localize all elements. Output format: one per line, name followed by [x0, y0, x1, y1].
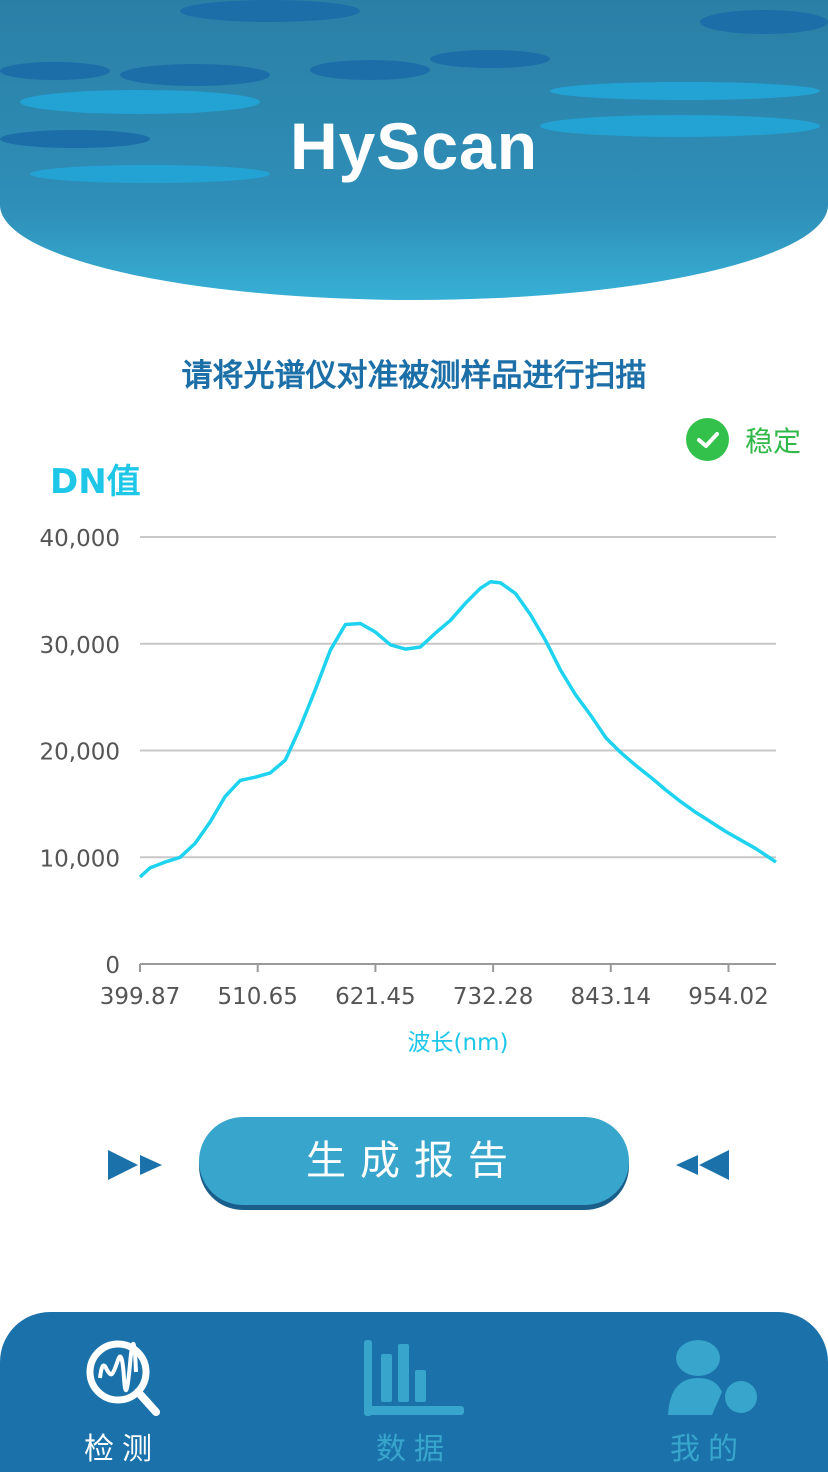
- spectrum-line: [138, 580, 777, 879]
- x-tick-label: 510.65: [217, 984, 297, 1010]
- stability-status: 稳定: [686, 418, 801, 461]
- y-tick-label: 10,000: [40, 846, 120, 872]
- x-axis-label: 波长(nm): [408, 1030, 509, 1056]
- user-icon: [668, 1340, 757, 1415]
- nav-label: 检测: [84, 1432, 160, 1467]
- x-tick-label: 399.87: [100, 984, 180, 1010]
- x-tick-label: 843.14: [571, 984, 651, 1010]
- check-circle-icon: [686, 418, 729, 461]
- spectrum-search-icon: [86, 1340, 160, 1416]
- y-tick-label: 0: [105, 953, 120, 979]
- nav-label: 数据: [376, 1432, 452, 1467]
- nav-item-data[interactable]: 数据: [314, 1312, 514, 1472]
- y-tick-label: 30,000: [40, 633, 120, 659]
- bar-chart-icon: [364, 1340, 464, 1416]
- generate-report-button[interactable]: 生成报告: [199, 1117, 629, 1205]
- nav-item-profile[interactable]: 我的: [608, 1312, 808, 1472]
- x-tick-label: 732.28: [453, 984, 533, 1010]
- y-tick-label: 20,000: [40, 740, 120, 766]
- spectrum-chart: 0 10,000 20,000 30,000 40,000 399.87 510.65 621…: [40, 526, 777, 1056]
- chart-y-label: DN值: [50, 462, 141, 502]
- header-banner: [0, 0, 828, 300]
- bottom-nav: 检测 数据 我的: [0, 1312, 828, 1472]
- status-label: 稳定: [745, 424, 802, 458]
- backward-arrows-icon: [674, 1148, 730, 1182]
- nav-label: 我的: [670, 1432, 746, 1467]
- nav-item-detect[interactable]: 检测: [22, 1312, 222, 1472]
- x-tick-label: 621.45: [335, 984, 415, 1010]
- y-tick-label: 40,000: [40, 526, 120, 552]
- forward-arrows-icon: [108, 1148, 164, 1182]
- app-title: HyScan: [289, 109, 539, 183]
- x-tick-label: 954.02: [688, 984, 768, 1010]
- scan-instruction: 请将光谱仪对准被测样品进行扫描: [181, 358, 647, 394]
